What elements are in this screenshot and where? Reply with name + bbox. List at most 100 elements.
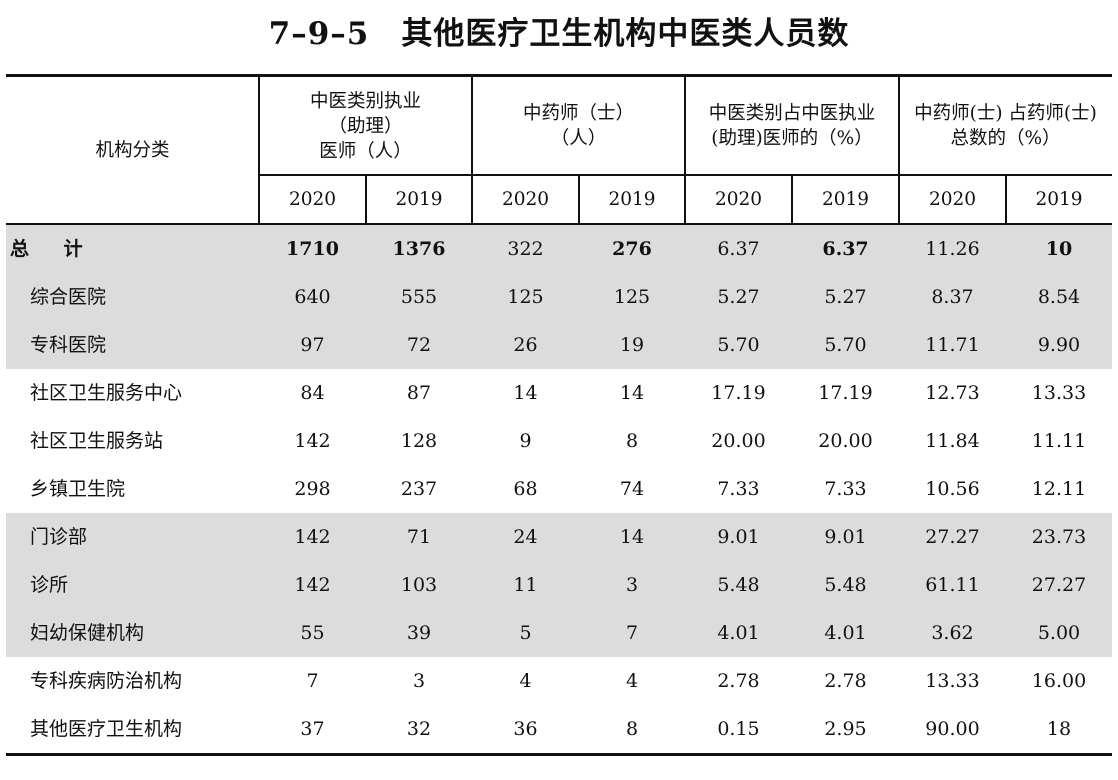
table-cell: 5.27 <box>824 286 867 308</box>
header-divider <box>1005 175 1007 223</box>
table-cell: 14 <box>619 526 645 548</box>
table-cell: 9.01 <box>824 526 867 548</box>
table-cell: 84 <box>300 382 325 404</box>
table-cell: 18 <box>1046 718 1072 740</box>
header-year: 2020 <box>501 188 550 210</box>
table-cell: 16.00 <box>1031 670 1087 692</box>
header-divider <box>684 77 686 223</box>
table-cell: 5.70 <box>824 334 867 356</box>
table-cell: 13.33 <box>925 670 980 692</box>
table-cell: 1710 <box>286 238 339 260</box>
table-cell: 103 <box>400 574 438 596</box>
table-cell: 72 <box>406 334 432 356</box>
table-row: 门诊部 142 71 24 14 9.01 9.01 27.27 23.73 <box>6 513 1112 561</box>
table-cell: 322 <box>507 238 544 260</box>
table-cell: 90.00 <box>925 718 980 740</box>
header-divider <box>258 77 260 223</box>
table-cell: 2.78 <box>717 670 760 692</box>
table-cell: 3 <box>625 574 639 596</box>
table-cell: 640 <box>294 286 331 308</box>
table-cell: 11.71 <box>925 334 980 356</box>
table-row-total: 总 计 1710 1376 322 276 6.37 6.37 11.26 10 <box>6 225 1112 273</box>
table-cell: 17.19 <box>711 382 766 404</box>
table-row: 综合医院 640 555 125 125 5.27 5.27 8.37 8.54 <box>6 273 1112 321</box>
table-cell: 125 <box>507 286 544 308</box>
table-row: 妇幼保健机构 55 39 5 7 4.01 4.01 3.62 5.00 <box>6 609 1112 657</box>
row-label: 门诊部 <box>30 526 88 548</box>
header-group-tcm-share: 中医类别占中医执业 (助理)医师的（%） <box>708 103 876 149</box>
header-divider <box>365 175 367 223</box>
table-cell: 142 <box>294 574 331 596</box>
table-cell: 7 <box>306 670 319 692</box>
table-cell: 5.48 <box>824 574 867 596</box>
table-cell: 4.01 <box>717 622 760 644</box>
table-cell: 6.37 <box>822 238 869 260</box>
table-cell: 276 <box>612 238 652 260</box>
table-cell: 3 <box>412 670 426 692</box>
table-cell: 2.78 <box>824 670 867 692</box>
table-cell: 8.54 <box>1037 286 1081 308</box>
table-cell: 128 <box>400 430 438 452</box>
header-year: 2020 <box>714 188 763 210</box>
header-group-pharmacist-share: 中药师(士) 占药师(士) 总数的（%） <box>914 103 1097 149</box>
table-row: 专科疾病防治机构 7 3 4 4 2.78 2.78 13.33 16.00 <box>6 657 1112 705</box>
header-group-tcm-physicians: 中医类别执业 （助理） 医师（人） <box>309 90 421 162</box>
row-label: 社区卫生服务站 <box>30 430 164 452</box>
table-cell: 68 <box>513 478 538 500</box>
table-cell: 4.01 <box>824 622 867 644</box>
table-cell: 11.84 <box>925 430 980 452</box>
row-label: 诊所 <box>30 574 69 596</box>
table-row: 专科医院 97 72 26 19 5.70 5.70 11.71 9.90 <box>6 321 1112 369</box>
header-year: 2020 <box>288 188 337 210</box>
table-cell: 6.37 <box>717 238 760 260</box>
table-row: 社区卫生服务中心 84 87 14 14 17.19 17.19 12.73 1… <box>6 369 1112 417</box>
table-cell: 10 <box>1045 238 1073 260</box>
table-cell: 74 <box>619 478 645 500</box>
table-cell: 8 <box>625 718 639 740</box>
table-cell: 12.73 <box>925 382 980 404</box>
table-cell: 11 <box>513 574 538 596</box>
table-cell: 5.70 <box>717 334 760 356</box>
row-label: 专科疾病防治机构 <box>30 670 183 692</box>
table-cell: 4 <box>625 670 639 692</box>
table-row: 诊所 142 103 11 3 5.48 5.48 61.11 27.27 <box>6 561 1112 609</box>
table-cell: 13.33 <box>1031 382 1087 404</box>
table-cell: 71 <box>406 526 432 548</box>
table-cell: 3.62 <box>931 622 974 644</box>
table-cell: 26 <box>513 334 538 356</box>
data-table: 机构分类 中医类别执业 （助理） 医师（人） 中药师（士） （人） 中医类别占中… <box>6 74 1112 756</box>
table-cell: 5 <box>519 622 532 644</box>
table-cell: 1376 <box>392 238 446 260</box>
table-cell: 5.48 <box>717 574 760 596</box>
table-cell: 8 <box>625 430 639 452</box>
table-cell: 10.56 <box>925 478 980 500</box>
table-row: 其他医疗卫生机构 37 32 36 8 0.15 2.95 90.00 18 <box>6 705 1112 753</box>
table-cell: 37 <box>300 718 325 740</box>
table-cell: 61.11 <box>925 574 980 596</box>
table-cell: 19 <box>619 334 645 356</box>
table-cell: 11.11 <box>1031 430 1087 452</box>
table-cell: 55 <box>300 622 325 644</box>
row-label: 妇幼保健机构 <box>30 622 145 644</box>
header-category: 机构分类 <box>95 139 170 161</box>
table-cell: 4 <box>519 670 532 692</box>
header-year: 2019 <box>1035 188 1083 210</box>
row-label: 其他医疗卫生机构 <box>30 718 183 740</box>
table-cell: 2.95 <box>824 718 867 740</box>
table-cell: 237 <box>400 478 438 500</box>
table-cell: 27.27 <box>925 526 980 548</box>
table-header: 机构分类 中医类别执业 （助理） 医师（人） 中药师（士） （人） 中医类别占中… <box>6 77 1112 225</box>
header-divider <box>471 77 473 223</box>
table-cell: 20.00 <box>711 430 766 452</box>
table-row: 社区卫生服务站 142 128 9 8 20.00 20.00 11.84 11… <box>6 417 1112 465</box>
header-year: 2019 <box>821 188 870 210</box>
table-row: 乡镇卫生院 298 237 68 74 7.33 7.33 10.56 12.1… <box>6 465 1112 513</box>
header-divider <box>898 77 900 223</box>
table-cell: 555 <box>400 286 438 308</box>
table-cell: 125 <box>613 286 651 308</box>
page-title: 7–9–5 其他医疗卫生机构中医类人员数 <box>268 16 850 52</box>
header-year: 2019 <box>395 188 443 210</box>
table-body: 总 计 1710 1376 322 276 6.37 6.37 11.26 10… <box>6 225 1112 753</box>
header-rule <box>259 174 1112 176</box>
table-cell: 9 <box>519 430 532 452</box>
